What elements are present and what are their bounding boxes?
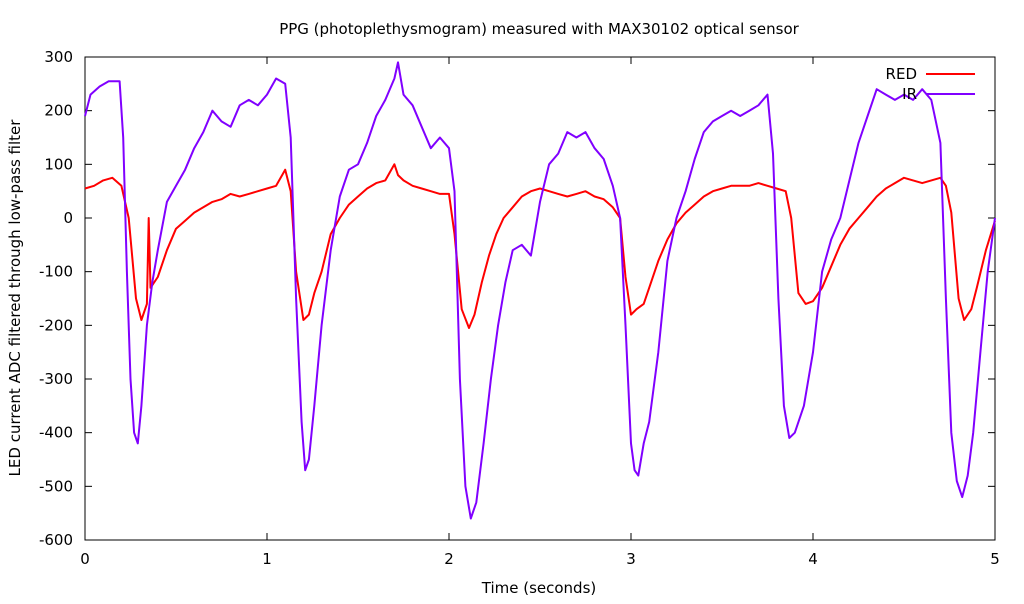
- x-tick-label: 3: [626, 550, 636, 568]
- y-tick-label: -500: [39, 477, 73, 495]
- x-tick-label: 2: [444, 550, 454, 568]
- legend: RED IR: [886, 65, 975, 103]
- y-axis-label: LED current ADC filtered through low-pas…: [6, 119, 24, 477]
- x-tick-label: 1: [262, 550, 272, 568]
- legend-label-ir: IR: [902, 85, 917, 103]
- x-axis-label: Time (seconds): [481, 579, 597, 597]
- y-tick-label: -100: [39, 263, 73, 281]
- legend-label-red: RED: [886, 65, 917, 83]
- x-tick-label: 5: [990, 550, 1000, 568]
- series-line-red: [84, 163, 996, 329]
- y-tick-label: 200: [44, 102, 73, 120]
- series-line-ir: [84, 61, 996, 520]
- y-tick-label: -400: [39, 424, 73, 442]
- x-tick-label: 4: [808, 550, 818, 568]
- y-tick-label: -300: [39, 370, 73, 388]
- x-tick-label: 0: [80, 550, 90, 568]
- y-tick-label: 300: [44, 48, 73, 66]
- axis-ticks: 0 1 2 3 4 5 -600 -500 -400 -300 -200 -100 0 100 200 300: [39, 48, 1000, 568]
- chart-title: PPG (photoplethysmogram) measured with M…: [279, 20, 799, 38]
- plot-frame: [84, 56, 996, 541]
- y-tick-label: -200: [39, 316, 73, 334]
- series-lines: [84, 61, 996, 520]
- y-tick-label: 0: [63, 209, 73, 227]
- y-tick-label: 100: [44, 155, 73, 173]
- y-tick-label: -600: [39, 531, 73, 549]
